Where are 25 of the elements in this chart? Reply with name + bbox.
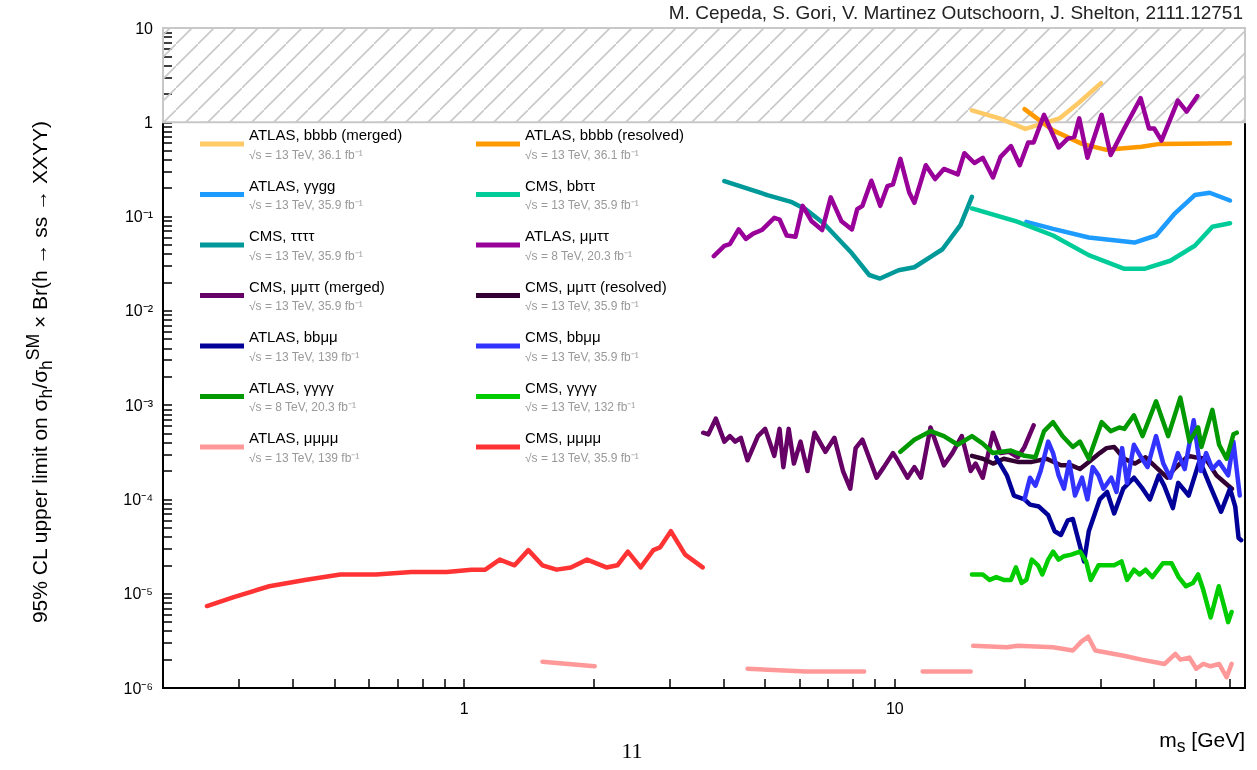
text: M. Cepeda, S. Gori, V. Martinez Outschoorn, J. Shelton, 2111.12751 <box>668 2 1243 24</box>
legend-label: ATLAS, γγγγ √s = 8 TeV, 20.3 fb⁻¹ <box>249 378 356 414</box>
legend-label: CMS, ττττ √s = 13 TeV, 35.9 fb⁻¹ <box>249 227 363 263</box>
y-tick-label: 10⁻⁵ <box>123 585 153 603</box>
y-tick-label: 10⁻² <box>124 302 154 320</box>
y-tick-label: 10⁻¹ <box>124 208 153 226</box>
y-tick-label: 10⁻⁶ <box>123 679 153 697</box>
legend-label: CMS, μμττ (resolved) √s = 13 TeV, 35.9 fb⁻¹ <box>525 277 667 313</box>
legend-label: ATLAS, bbbb (merged) √s = 13 TeV, 36.1 fb⁻¹ <box>249 126 403 162</box>
legend-label: CMS, bbττ √s = 13 TeV, 35.9 fb⁻¹ <box>525 176 639 212</box>
y-tick-label: 10 <box>135 19 154 37</box>
legend-label: ATLAS, μμττ √s = 8 TeV, 20.3 fb⁻¹ <box>525 227 632 263</box>
legend-label: CMS, μμμμ √s = 13 TeV, 35.9 fb⁻¹ <box>525 429 639 465</box>
text: 11 <box>621 738 643 764</box>
legend-label: CMS, γγγγ √s = 13 TeV, 132 fb⁻¹ <box>525 378 636 414</box>
y-tick-label: 10⁻⁴ <box>123 490 154 508</box>
y-tick-label: 1 <box>144 113 154 131</box>
legend-label: CMS, bbμμ √s = 13 TeV, 35.9 fb⁻¹ <box>525 328 639 364</box>
legend-label: ATLAS, bbμμ √s = 13 TeV, 139 fb⁻¹ <box>249 328 360 364</box>
legend-label: ATLAS, bbbb (resolved) √s = 13 TeV, 36.1 fb⁻¹ <box>525 126 684 162</box>
legend-label: ATLAS, μμμμ √s = 13 TeV, 139 fb⁻¹ <box>249 429 360 465</box>
legend-label: ATLAS, γγgg √s = 13 TeV, 35.9 fb⁻¹ <box>249 176 363 212</box>
x-axis-title: m$_{s}$ [GeV] <box>1159 728 1245 758</box>
legend-label: CMS, μμττ (merged) √s = 13 TeV, 35.9 fb⁻¹ <box>249 277 385 313</box>
y-tick-label: 10⁻³ <box>124 396 154 414</box>
